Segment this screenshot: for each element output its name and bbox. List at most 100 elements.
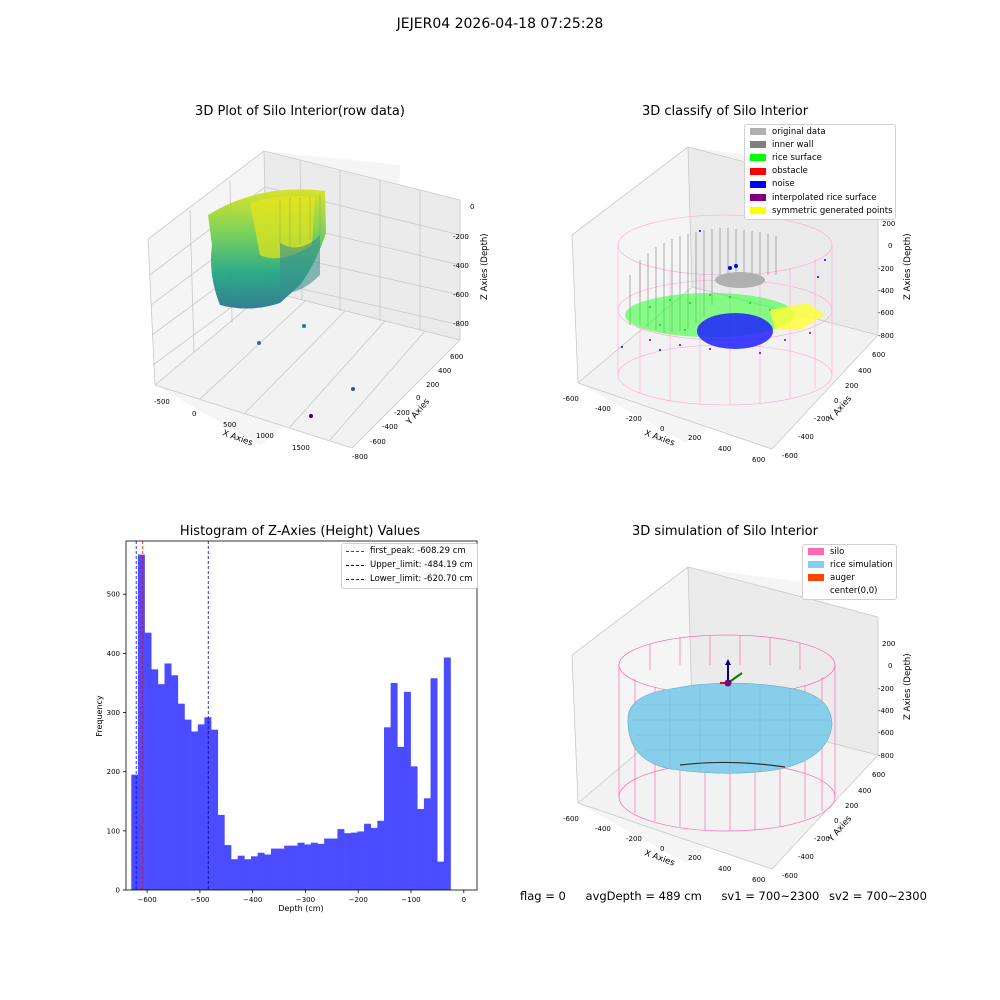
histogram-ytick-label: 400 [107, 650, 120, 658]
classify-xtick: 600 [752, 456, 765, 464]
histogram-bar [197, 724, 205, 890]
simulation-legend: silo rice simulation auger center(0,0) [802, 544, 897, 600]
histogram-bar [191, 731, 199, 890]
raw-ytick: -400 [382, 423, 398, 431]
histogram-legend-swatch [346, 578, 364, 580]
histogram-bar [211, 729, 219, 890]
raw-ztick: -800 [453, 320, 469, 328]
histogram-xtick-label: 0 [462, 896, 466, 904]
simulation-legend-item: center(0,0) [803, 585, 896, 598]
raw-ztick: 0 [470, 203, 474, 211]
histogram-ytick-label: 0 [116, 887, 120, 895]
histogram-bar [231, 859, 238, 890]
histogram-bar [157, 684, 165, 890]
histogram-xlabel: Depth (cm) [278, 904, 323, 913]
raw-xtick: 1000 [256, 432, 274, 440]
classify-ztick: 200 [882, 220, 895, 228]
classify-zlabel: Z Axies (Depth) [903, 233, 913, 300]
classify-xtick: 0 [660, 425, 664, 433]
classify-ytick: 600 [872, 351, 885, 359]
sim-zlabel: Z Axies (Depth) [903, 653, 913, 720]
classify-ztick: -600 [878, 309, 894, 317]
sim-ytick: -200 [814, 835, 830, 843]
histogram-xtick-label: −400 [243, 896, 262, 904]
classify-legend-swatch [750, 180, 766, 188]
histogram-legend-item: Lower_limit: -620.70 cm [342, 572, 477, 586]
histogram-legend-label: Lower_limit: -620.70 cm [370, 574, 473, 584]
classify-ytick: 200 [845, 382, 858, 390]
histogram-title: Histogram of Z-Axies (Height) Values [179, 524, 421, 539]
histogram-legend-swatch [346, 550, 364, 552]
sim-ztick: -200 [878, 685, 894, 693]
classify-ylabel: Y Axies [826, 394, 854, 425]
sim-ztick: 200 [882, 640, 895, 648]
classify-legend-label: interpolated rice surface [772, 192, 877, 203]
histogram-bar [417, 808, 425, 890]
histogram-bar [430, 678, 438, 890]
histogram-chart: −600 −500 −400 −300 −200 −100 0 0 100 200 300 400 5… [95, 540, 478, 913]
histogram-xtick-label: −100 [401, 896, 420, 904]
raw-ytick: 0 [416, 394, 420, 402]
classify-legend-swatch [750, 194, 766, 202]
histogram-bar [437, 861, 445, 890]
raw-ytick: 400 [438, 367, 451, 375]
classify-ztick: -800 [878, 332, 894, 340]
classify-legend-item: inner wall [745, 138, 895, 151]
raw-xtick: -500 [154, 398, 170, 406]
histogram-bar [177, 703, 185, 890]
histogram-bar [337, 829, 345, 890]
sim-xtick: -400 [595, 825, 611, 833]
histogram-bar [304, 844, 312, 890]
classify-legend-item: noise [745, 178, 895, 191]
histogram-legend: first_peak: -608.29 cm Upper_limit: -484.… [341, 543, 478, 589]
histogram-bar [224, 845, 232, 890]
classify-legend-item: obstacle [745, 165, 895, 178]
sv1-text: sv1 = 700~2300 [721, 889, 820, 903]
simulation-legend-item: silo [803, 545, 896, 558]
histogram-bar [350, 832, 358, 890]
histogram-ytick-label: 500 [107, 591, 120, 599]
histogram-xtick-label: −600 [137, 896, 156, 904]
classify-legend-item: rice surface [745, 151, 895, 164]
status-line: flag = 0 avgDepth = 489 cm sv1 = 700~230… [520, 889, 943, 903]
histogram-bar [403, 691, 411, 890]
raw-ztick: -600 [453, 291, 469, 299]
histogram-bar [423, 798, 431, 890]
histogram-legend-item: first_peak: -608.29 cm [342, 544, 477, 558]
sim-xtick: -600 [563, 815, 579, 823]
classify-legend-item: symmetric generated points [745, 204, 895, 217]
histogram-legend-swatch [346, 564, 364, 566]
histogram-bar [257, 852, 265, 890]
simulation-plot-title: 3D simulation of Silo Interior [632, 524, 818, 539]
histogram-bar [264, 854, 272, 890]
classify-legend-label: rice surface [772, 152, 822, 163]
histogram-xtick-label: −500 [190, 896, 209, 904]
histogram-bar [290, 845, 298, 890]
histogram-bar [284, 845, 292, 890]
histogram-bar [237, 855, 245, 890]
raw-xtick: 500 [223, 421, 236, 429]
raw-ytick: 200 [426, 381, 439, 389]
classify-ztick: -200 [878, 265, 894, 273]
sim-ztick: -600 [878, 729, 894, 737]
raw-ztick: -400 [453, 262, 469, 270]
raw-xtick: 0 [192, 410, 196, 418]
histogram-bar [370, 827, 378, 890]
classify-legend-label: symmetric generated points [772, 205, 893, 216]
classify-xtick: 400 [718, 445, 731, 453]
raw-ytick: 600 [450, 353, 463, 361]
sim-ylabel: Y Axies [826, 814, 854, 845]
histogram-bar [390, 682, 398, 890]
simulation-legend-swatch [808, 561, 824, 569]
classify-legend-label: obstacle [772, 166, 808, 177]
histogram-bar [410, 766, 418, 890]
sim-xtick: 400 [718, 865, 731, 873]
histogram-ylabel: Frequency [95, 695, 104, 737]
classify-xtick: 200 [688, 434, 701, 442]
histogram-bar [443, 657, 451, 890]
histogram-bar [310, 842, 318, 890]
histogram-frame [125, 540, 478, 891]
histogram-bar [131, 774, 139, 890]
histogram-bar [397, 746, 405, 890]
raw-ztick: -200 [453, 233, 469, 241]
